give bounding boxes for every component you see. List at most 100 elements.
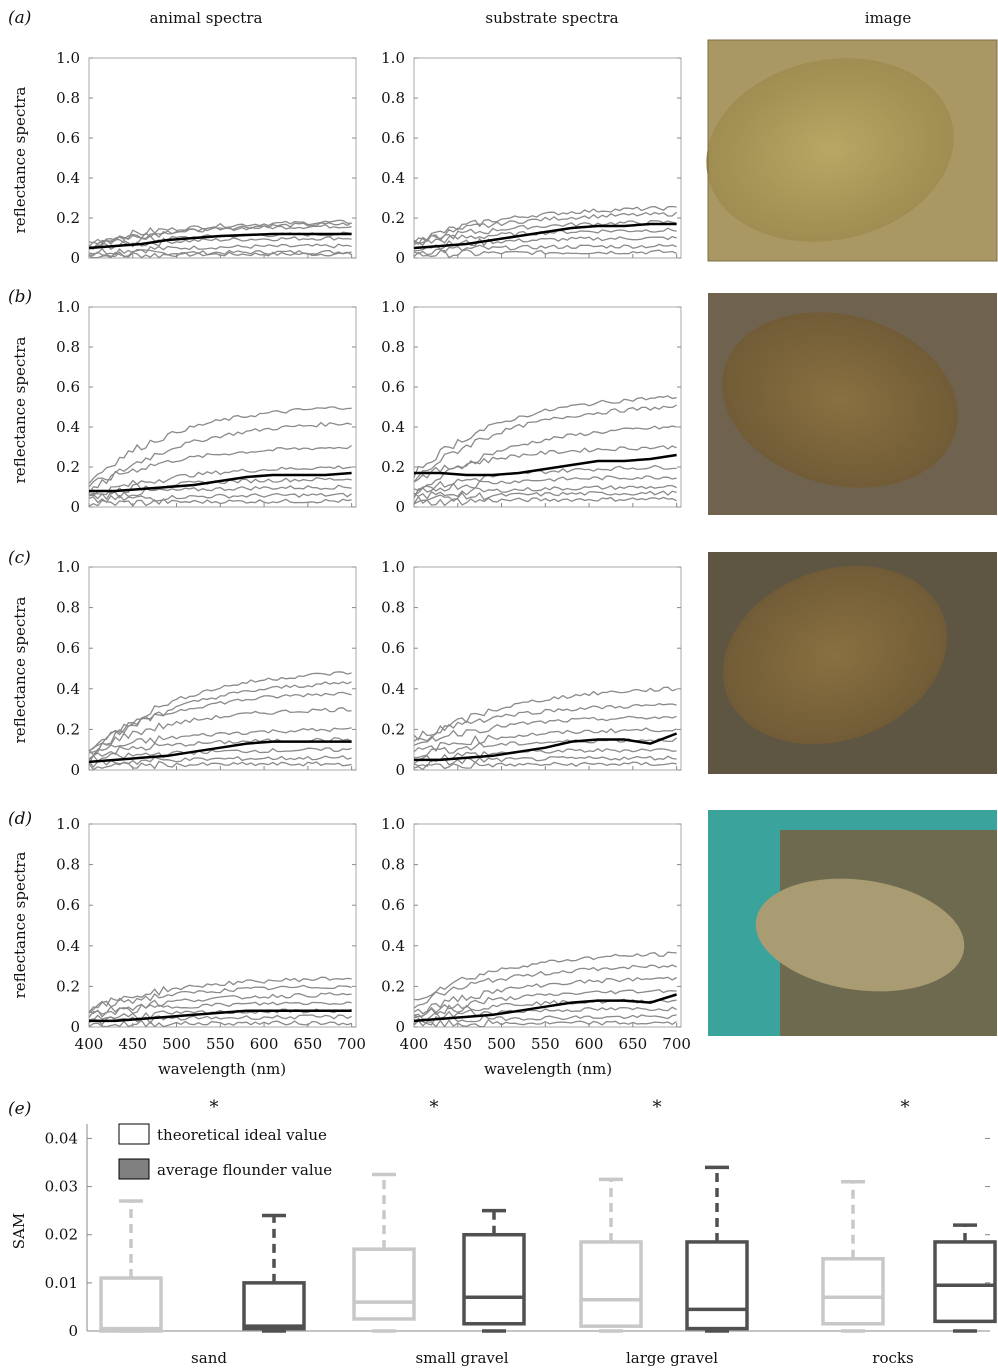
ytick-label: 0.2	[56, 458, 80, 476]
photo-a	[706, 39, 998, 262]
individual-spectrum	[413, 727, 677, 753]
individual-spectrum	[88, 681, 352, 761]
ytick-label: 1.0	[56, 298, 80, 316]
box-ideal	[99, 1199, 163, 1333]
ytick-label: 0.4	[381, 169, 405, 187]
ytick-label: 0.6	[56, 639, 80, 657]
legend-ideal-label: theoretical ideal value	[157, 1126, 327, 1144]
ytick-label: 1.0	[381, 815, 405, 833]
ytick-label: 0	[395, 761, 405, 779]
individual-spectrum	[413, 748, 677, 765]
xtick-label: 650	[294, 1035, 323, 1053]
ytick-label: 0.2	[56, 209, 80, 227]
xlabel-substrate: wavelength (nm)	[484, 1060, 612, 1078]
xtick-label: 550	[206, 1035, 235, 1053]
individual-spectrum	[88, 760, 352, 771]
individual-spectrum	[413, 464, 677, 496]
ytick-label: 0.6	[56, 378, 80, 396]
individual-spectrum	[413, 715, 677, 742]
individual-spectrum	[88, 747, 352, 764]
individual-spectrum	[88, 406, 352, 484]
individual-spectrum	[413, 490, 677, 505]
ytick-label: 1.0	[56, 49, 80, 67]
ytick-label: 0.6	[381, 639, 405, 657]
individual-spectrum	[88, 984, 352, 1013]
box-ideal	[352, 1172, 416, 1333]
ytick-label: 1.0	[381, 49, 405, 67]
panel-label-c: (c)	[8, 548, 31, 568]
mean-spectrum	[88, 740, 352, 764]
individual-spectrum	[413, 475, 677, 492]
legend: theoretical ideal value average flounder…	[118, 1123, 332, 1180]
panel-label-a: (a)	[8, 8, 31, 28]
xtick-label: 700	[662, 1035, 691, 1053]
ytick-label: 0.2	[381, 458, 405, 476]
individual-spectrum	[88, 671, 352, 754]
mean-spectrum	[414, 453, 677, 477]
panel-label-d: (d)	[8, 809, 32, 829]
individual-spectrum	[88, 219, 352, 244]
individual-spectrum	[413, 989, 677, 1018]
axes-frame	[413, 823, 682, 1028]
ytick-label: 0	[70, 498, 80, 516]
individual-spectrum	[413, 395, 677, 478]
individual-spectrum	[88, 444, 352, 488]
individual-spectrum	[88, 477, 352, 497]
individual-spectrum	[88, 236, 352, 251]
individual-spectrum	[88, 727, 352, 757]
box-ideal	[821, 1180, 885, 1333]
box-flounder	[685, 1165, 749, 1333]
ylabel-row-c: reflectance spectra	[11, 597, 29, 744]
individual-spectrum	[413, 211, 678, 244]
ytick-label: 0.2	[381, 977, 405, 995]
ytick-label: 0.2	[381, 720, 405, 738]
individual-spectrum	[88, 492, 352, 504]
individual-spectrum	[413, 976, 677, 1015]
individual-spectrum	[88, 755, 352, 769]
xtick-label: 500	[162, 1035, 191, 1053]
individual-spectrum	[413, 1006, 677, 1020]
axes-frame	[88, 823, 357, 1028]
mean-spectrum	[414, 732, 678, 762]
spectra-plot-d-substrate: 0 0.2 0.4 0.6 0.8 1.0 400 450 500 550 600 650 700	[381, 815, 691, 1053]
legend-flounder-swatch	[118, 1158, 150, 1180]
ytick-label: 0.4	[56, 418, 80, 436]
ytick-label: 0.03	[45, 1178, 78, 1196]
individual-spectrum	[413, 220, 677, 245]
individual-spectrum	[413, 243, 677, 256]
ytick-label: 1.0	[56, 558, 80, 576]
mean-spectrum	[89, 1009, 352, 1023]
individual-spectrum	[88, 243, 352, 256]
individual-spectrum	[88, 976, 352, 1014]
box-iqr	[99, 1276, 163, 1333]
ytick-label: 0.2	[56, 720, 80, 738]
individual-spectrum	[88, 465, 352, 496]
individual-spectrum	[413, 964, 677, 1009]
box-flounder	[933, 1223, 997, 1333]
ytick-label: 0.4	[381, 680, 405, 698]
significance-marker: *	[210, 1097, 219, 1118]
category-label: rocks	[872, 1349, 913, 1367]
individual-spectrum	[413, 484, 677, 500]
individual-spectrum	[88, 707, 352, 752]
individual-spectrum	[88, 1019, 352, 1028]
spectra-plot-c-substrate: 0 0.2 0.4 0.6 0.8 1.0	[381, 558, 682, 779]
significance-marker: *	[901, 1097, 910, 1118]
mean-spectrum	[413, 993, 677, 1023]
category-label: small gravel	[415, 1349, 508, 1367]
xtick-label: 500	[487, 1035, 516, 1053]
xtick-label: 600	[575, 1035, 604, 1053]
photo-c	[708, 552, 997, 774]
individual-spectrum	[88, 1014, 352, 1026]
xtick-label: 450	[443, 1035, 472, 1053]
axes-frame	[88, 566, 357, 771]
ytick-label: 0.8	[381, 599, 405, 617]
individual-spectrum	[413, 1018, 677, 1028]
ytick-label: 0.6	[56, 896, 80, 914]
ylabel-row-a: reflectance spectra	[11, 87, 29, 234]
mean-spectrum	[88, 232, 352, 250]
axes-frame	[413, 566, 682, 771]
spectra-plot-b-animal: 0 0.2 0.4 0.6 0.8 1.0	[56, 298, 357, 516]
legend-ideal-swatch	[118, 1123, 150, 1145]
